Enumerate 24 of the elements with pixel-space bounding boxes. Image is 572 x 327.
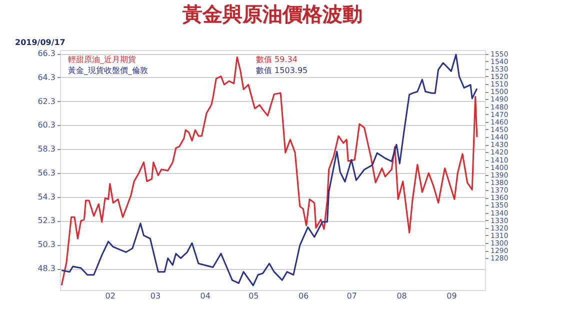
annotation: 數值 59.34 [256,55,298,64]
x-tick-label: 09 [446,292,457,300]
text: 輕甜原油_近月期貨 [68,55,136,64]
x-tick-label: 03 [150,292,161,300]
x-tick-label: 06 [298,292,309,300]
y-tick-label: 66.3 [38,49,56,58]
x-tick-label: 02 [105,292,116,300]
y-tick-label: 48.3 [38,264,56,274]
text: 黃金_現貨收盤價_倫敦 [68,66,148,75]
chart-title: 黃金與原油價格波動 [182,2,362,26]
x-tick-label: 07 [346,292,357,300]
x-tick-label: 05 [248,292,259,300]
x-tick-label: 08 [396,292,407,300]
x-tick-label: 04 [200,292,210,300]
y-tick-label: 58.3 [38,144,56,154]
text: 2019/09/17 [15,38,66,47]
y-tick-label: 50.3 [38,240,56,250]
y-tick-label: 54.3 [38,192,56,202]
y-tick-label: 56.3 [38,168,56,178]
y-tick-label: 64.3 [38,72,56,82]
annotation: 數值 1503.95 [256,66,308,75]
y-tick-label: 62.3 [38,96,56,106]
y-tick-label: 52.3 [38,216,56,226]
y-tick-label: 60.3 [38,120,56,130]
